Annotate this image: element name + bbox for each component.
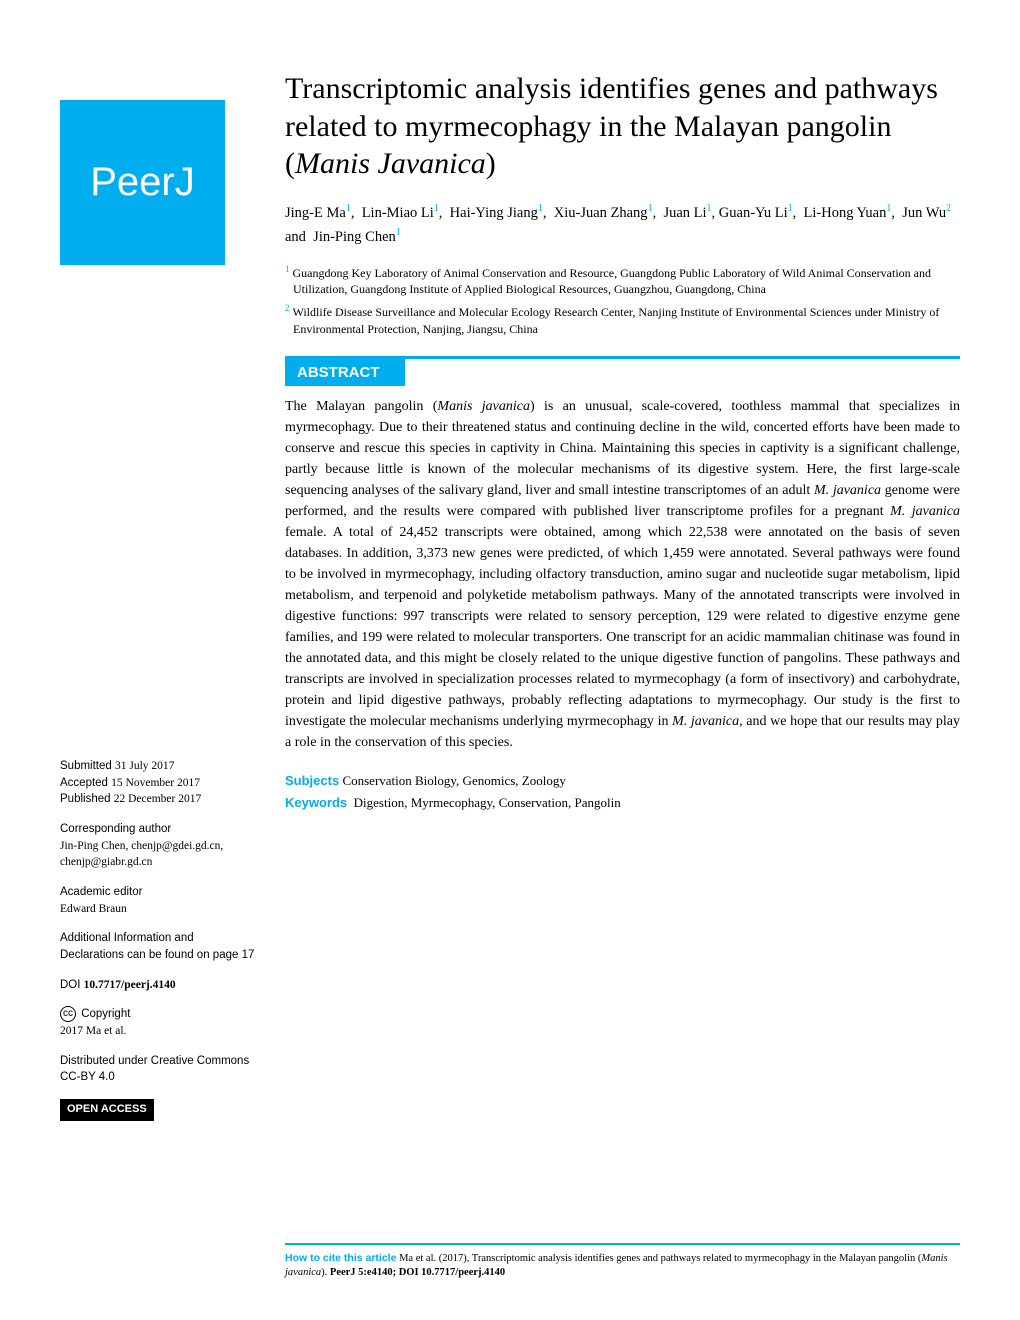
metadata-sidebar: Submitted 31 July 2017 Accepted 15 Novem… xyxy=(60,758,260,1134)
cite-close: ). xyxy=(321,1267,330,1278)
corresponding-label: Corresponding author xyxy=(60,823,171,835)
open-access-block: OPEN ACCESS xyxy=(60,1099,260,1121)
doi-label: DOI xyxy=(60,979,80,991)
copyright-block: cc Copyright 2017 Ma et al. xyxy=(60,1006,260,1039)
article-title: Transcriptomic analysis identifies genes… xyxy=(285,70,960,183)
subjects-label: Subjects xyxy=(285,773,339,788)
affiliation-item: 1Guangdong Key Laboratory of Animal Cons… xyxy=(285,263,960,299)
keywords-label: Keywords xyxy=(285,795,347,810)
keywords-line: Keywords Digestion, Myrmecophagy, Conser… xyxy=(285,795,960,811)
published-label: Published xyxy=(60,793,111,805)
main-content: Transcriptomic analysis identifies genes… xyxy=(285,70,960,811)
submitted-date: 31 July 2017 xyxy=(115,760,174,772)
additional-info-block: Additional Information and Declarations … xyxy=(60,930,260,963)
editor-label: Academic editor xyxy=(60,886,142,898)
distributed-block: Distributed under Creative Commons CC-BY… xyxy=(60,1053,260,1086)
abstract-header: ABSTRACT xyxy=(285,359,960,386)
cite-text: Ma et al. (2017), Transcriptomic analysi… xyxy=(399,1253,921,1264)
subjects-line: Subjects Conservation Biology, Genomics,… xyxy=(285,773,960,789)
dates-block: Submitted 31 July 2017 Accepted 15 Novem… xyxy=(60,758,260,808)
affiliation-item: 2Wildlife Disease Surveillance and Molec… xyxy=(285,302,960,338)
abstract-section: ABSTRACT The Malayan pangolin (Manis jav… xyxy=(285,356,960,811)
abstract-header-text: ABSTRACT xyxy=(297,364,380,381)
cite-label: How to cite this article xyxy=(285,1252,396,1264)
distributed-text: Distributed under Creative Commons CC-BY… xyxy=(60,1055,249,1084)
journal-logo: PeerJ xyxy=(60,100,225,265)
accepted-date: 15 November 2017 xyxy=(111,777,200,789)
cite-bold: PeerJ 5:e4140; DOI 10.7717/peerj.4140 xyxy=(330,1267,505,1278)
copyright-value: 2017 Ma et al. xyxy=(60,1025,126,1037)
submitted-label: Submitted xyxy=(60,760,112,772)
corresponding-block: Corresponding author Jin-Ping Chen, chen… xyxy=(60,821,260,871)
copyright-label: Copyright xyxy=(81,1008,130,1020)
editor-block: Academic editor Edward Braun xyxy=(60,884,260,917)
title-close: ) xyxy=(486,147,496,180)
published-date: 22 December 2017 xyxy=(114,793,202,805)
doi-block: DOI 10.7717/peerj.4140 xyxy=(60,977,260,994)
additional-info: Additional Information and Declarations … xyxy=(60,932,254,961)
affiliations: 1Guangdong Key Laboratory of Animal Cons… xyxy=(285,263,960,338)
logo-text: PeerJ xyxy=(90,160,195,205)
doi-value[interactable]: 10.7717/peerj.4140 xyxy=(84,979,176,991)
editor-value: Edward Braun xyxy=(60,903,127,915)
abstract-text: The Malayan pangolin (Manis javanica) is… xyxy=(285,396,960,753)
title-italic: Manis Javanica xyxy=(295,147,486,180)
cc-icon: cc xyxy=(60,1006,76,1022)
open-access-badge: OPEN ACCESS xyxy=(60,1099,154,1121)
keywords-text: Digestion, Myrmecophagy, Conservation, P… xyxy=(354,795,621,810)
subjects-text: Conservation Biology, Genomics, Zoology xyxy=(342,773,565,788)
citation-footer: How to cite this article Ma et al. (2017… xyxy=(285,1243,960,1280)
corresponding-value: Jin-Ping Chen, chenjp@gdei.gd.cn, chenjp… xyxy=(60,840,223,869)
authors-list: Jing-E Ma1, Lin-Miao Li1, Hai-Ying Jiang… xyxy=(285,201,960,249)
accepted-label: Accepted xyxy=(60,777,108,789)
